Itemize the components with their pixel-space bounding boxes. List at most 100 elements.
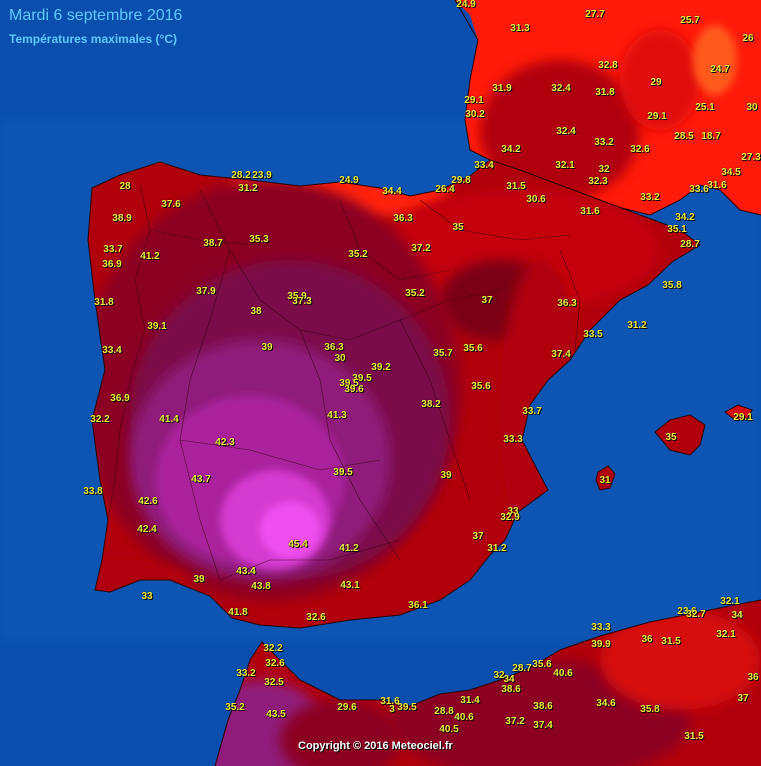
temp-label: 32.4 bbox=[556, 126, 576, 137]
temp-label: 43.1 bbox=[340, 580, 360, 591]
temp-label: 28 bbox=[119, 181, 131, 192]
temp-label: 37 bbox=[481, 295, 493, 306]
temp-label: 24.9 bbox=[339, 175, 359, 186]
temp-label: 35.8 bbox=[640, 704, 660, 715]
temp-label: 30.2 bbox=[465, 109, 485, 120]
temp-label: 35.8 bbox=[662, 280, 682, 291]
temp-label: 36.9 bbox=[102, 259, 122, 270]
temp-label: 35.7 bbox=[433, 348, 453, 359]
map-subtitle: Températures maximales (°C) bbox=[9, 32, 177, 46]
temp-label: 37.4 bbox=[533, 720, 553, 731]
temp-label: 32.1 bbox=[555, 160, 575, 171]
temp-label: 38.7 bbox=[203, 238, 223, 249]
temp-label: 31.5 bbox=[684, 731, 704, 742]
temp-label: 27.7 bbox=[585, 9, 605, 20]
temp-label: 42.6 bbox=[138, 496, 158, 507]
temp-label: 36 bbox=[747, 672, 759, 683]
temp-label: 32.2 bbox=[90, 414, 110, 425]
temp-label: 32.6 bbox=[306, 612, 326, 623]
temp-label: 25.1 bbox=[695, 102, 715, 113]
temp-label: 27.3 bbox=[741, 152, 761, 163]
temp-label: 32.4 bbox=[551, 83, 571, 94]
temp-label: 32.5 bbox=[264, 677, 284, 688]
temp-label: 38.6 bbox=[533, 701, 553, 712]
temp-label: 32.7 bbox=[686, 609, 706, 620]
temp-label: 31.9 bbox=[492, 83, 512, 94]
temp-label: 35.6 bbox=[463, 343, 483, 354]
temp-label: 33.5 bbox=[583, 329, 603, 340]
temp-label: 38.9 bbox=[112, 213, 132, 224]
temp-label: 33 bbox=[507, 506, 519, 517]
temp-label: 29.6 bbox=[337, 702, 357, 713]
temp-label: 34.6 bbox=[596, 698, 616, 709]
temp-label: 32.1 bbox=[720, 596, 740, 607]
temp-label: 37 bbox=[737, 693, 749, 704]
temp-label: 39.2 bbox=[371, 362, 391, 373]
temp-label: 36.3 bbox=[557, 298, 577, 309]
temp-label: 32.6 bbox=[265, 658, 285, 669]
temp-label: 31.3 bbox=[510, 23, 530, 34]
temp-label: 28.5 bbox=[674, 131, 694, 142]
temp-label: 39.5 bbox=[397, 702, 417, 713]
temp-label: 33.2 bbox=[640, 192, 660, 203]
temp-label: 28.7 bbox=[512, 663, 532, 674]
temp-label: 31.2 bbox=[627, 320, 647, 331]
temp-label: 25.7 bbox=[680, 15, 700, 26]
temp-label: 37.2 bbox=[411, 243, 431, 254]
temp-label: 39.6 bbox=[344, 384, 364, 395]
temp-label: 35.2 bbox=[348, 249, 368, 260]
temp-label: 39 bbox=[193, 574, 205, 585]
temp-label: 34.5 bbox=[721, 167, 741, 178]
temp-label: 33.7 bbox=[103, 244, 123, 255]
temp-label: 24.7 bbox=[710, 64, 730, 75]
temp-label: 31.5 bbox=[506, 181, 526, 192]
temp-label: 37.3 bbox=[292, 296, 312, 307]
temp-label: 39.5 bbox=[333, 467, 353, 478]
temp-label: 32 bbox=[493, 670, 505, 681]
temp-label: 31.5 bbox=[661, 636, 681, 647]
temp-label: 35.3 bbox=[249, 234, 269, 245]
temp-label: 32 bbox=[598, 164, 610, 175]
temp-label: 39 bbox=[440, 470, 452, 481]
temp-label: 34 bbox=[731, 610, 743, 621]
temp-label: 32.1 bbox=[716, 629, 736, 640]
temp-label: 45.4 bbox=[288, 539, 308, 550]
temp-label: 40.6 bbox=[553, 668, 573, 679]
temp-label: 39.5 bbox=[339, 378, 359, 389]
temp-label: 28.8 bbox=[434, 706, 454, 717]
temp-label: 31.6 bbox=[380, 696, 400, 707]
map-title: Mardi 6 septembre 2016 bbox=[9, 7, 183, 24]
temp-label: 3 bbox=[389, 704, 395, 715]
temp-label: 31.2 bbox=[487, 543, 507, 554]
temp-label: 43.4 bbox=[236, 566, 256, 577]
temp-label: 43.8 bbox=[251, 581, 271, 592]
temp-label: 36.9 bbox=[110, 393, 130, 404]
temp-label: 33.3 bbox=[503, 434, 523, 445]
temp-label: 41.8 bbox=[228, 607, 248, 618]
temp-label: 40.6 bbox=[454, 712, 474, 723]
temp-label: 35.6 bbox=[532, 659, 552, 670]
temp-label: 40.5 bbox=[439, 724, 459, 735]
temp-label: 34 bbox=[503, 674, 515, 685]
temp-label: 35.1 bbox=[667, 224, 687, 235]
temp-label: 33.6 bbox=[689, 184, 709, 195]
temp-label: 33.4 bbox=[474, 160, 494, 171]
temp-label: 29.1 bbox=[464, 95, 484, 106]
temp-label: 32.8 bbox=[598, 60, 618, 71]
temp-label: 39.9 bbox=[591, 639, 611, 650]
temp-label: 24.9 bbox=[456, 0, 476, 10]
temp-label: 37 bbox=[472, 531, 484, 542]
temp-label: 39.5 bbox=[352, 373, 372, 384]
temp-label: 35.9 bbox=[287, 291, 307, 302]
temp-label: 41.4 bbox=[159, 414, 179, 425]
temp-label: 33 bbox=[141, 591, 153, 602]
temp-label: 38 bbox=[250, 306, 262, 317]
temp-label: 30 bbox=[746, 102, 758, 113]
temp-label: 36.3 bbox=[393, 213, 413, 224]
temp-label: 33.4 bbox=[102, 345, 122, 356]
temp-label: 39 bbox=[261, 342, 273, 353]
temp-label: 26.4 bbox=[435, 184, 455, 195]
temp-label: 35.2 bbox=[405, 288, 425, 299]
